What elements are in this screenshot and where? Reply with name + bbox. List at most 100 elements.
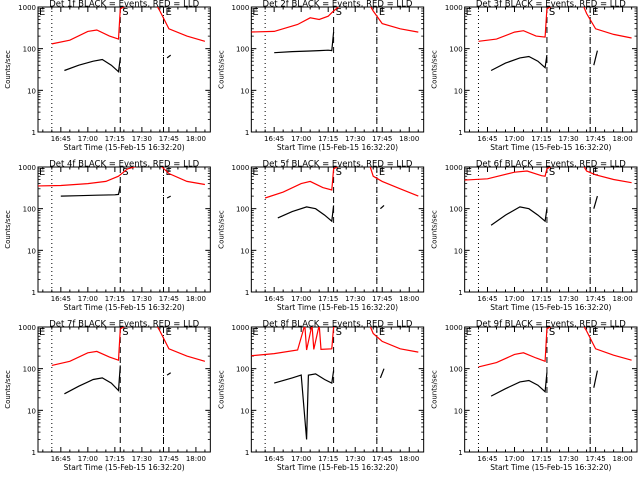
x-tick-label: 18:00	[186, 295, 206, 303]
marker-label-left: E	[39, 7, 45, 18]
series-line-lld	[51, 327, 206, 366]
plot-frame	[37, 6, 211, 133]
x-tick-label: 17:00	[78, 455, 98, 463]
x-tick-label: 17:45	[159, 455, 179, 463]
series-line-lld	[51, 7, 206, 45]
marker-label: S	[549, 167, 555, 178]
x-axis-label: Start Time (15-Feb-15 16:32:20)	[490, 143, 611, 152]
marker-label: S	[122, 167, 128, 178]
x-axis-label: Start Time (15-Feb-15 16:32:20)	[64, 143, 185, 152]
y-axis-label: Counts/sec	[431, 50, 439, 89]
x-tick-label: 16:45	[264, 295, 284, 303]
x-tick-label: 17:15	[318, 295, 338, 303]
series-line-events	[166, 195, 171, 199]
marker-label-left: E	[252, 167, 258, 178]
chart-title: Det 8f BLACK = Events, RED = LLD	[263, 320, 413, 330]
y-tick-label: 1	[32, 129, 36, 137]
chart-title: Det 5f BLACK = Events, RED = LLD	[263, 160, 413, 170]
marker-label: S	[122, 7, 128, 18]
series-line-events	[277, 205, 335, 223]
series-line-events	[593, 50, 598, 66]
y-tick-label: 100	[449, 366, 462, 374]
series-line-events	[490, 55, 548, 72]
x-tick-label: 18:00	[612, 295, 632, 303]
series-group	[478, 7, 632, 72]
x-axis-label: Start Time (15-Feb-15 16:32:20)	[277, 463, 398, 472]
x-tick-label: 18:00	[399, 135, 419, 143]
y-tick-label: 10	[27, 87, 36, 95]
plot-frame	[250, 166, 425, 293]
marker-label-left: E	[39, 327, 45, 338]
x-axis-label: Start Time (15-Feb-15 16:32:20)	[490, 463, 611, 472]
x-tick-label: 16:45	[51, 135, 71, 143]
series-group	[51, 327, 206, 395]
y-tick-label: 1	[245, 129, 249, 137]
x-tick-label: 17:00	[78, 135, 98, 143]
x-tick-label: 16:45	[51, 455, 71, 463]
x-tick-label: 16:45	[477, 455, 497, 463]
chart-title: Det 2f BLACK = Events, RED = LLD	[263, 0, 413, 10]
series-line-events	[379, 204, 385, 210]
x-tick-label: 17:00	[504, 455, 524, 463]
x-tick-label: 18:00	[186, 135, 206, 143]
chart-panel: Det 6f BLACK = Events, RED = LLD Counts/s…	[431, 160, 638, 312]
marker-label-left: E	[252, 327, 258, 338]
series-line-events	[64, 365, 121, 395]
y-tick-label: 10	[454, 87, 463, 95]
x-tick-label: 17:00	[291, 135, 311, 143]
series-line-events	[166, 372, 172, 376]
x-tick-label: 17:45	[585, 135, 605, 143]
x-tick-label: 17:30	[558, 135, 578, 143]
series-line-events	[593, 370, 598, 388]
x-tick-label: 17:00	[504, 295, 524, 303]
marker-label-left: E	[252, 7, 258, 18]
y-axis-label: Counts/sec	[431, 370, 439, 409]
y-tick-label: 100	[23, 366, 36, 374]
chart-title: Det 1f BLACK = Events, RED = LLD	[49, 0, 199, 10]
x-tick-label: 18:00	[612, 455, 632, 463]
series-line-lld	[478, 7, 632, 42]
marker-label: S	[336, 327, 342, 338]
x-tick-label: 16:45	[477, 135, 497, 143]
marker-label: S	[336, 167, 342, 178]
x-axis-label: Start Time (15-Feb-15 16:32:20)	[277, 143, 398, 152]
marker-label: E	[379, 167, 385, 178]
x-tick-label: 16:45	[264, 135, 284, 143]
chart-title: Det 3f BLACK = Events, RED = LLD	[476, 0, 626, 10]
plot-frame	[37, 326, 211, 453]
y-tick-label: 100	[23, 206, 36, 214]
y-tick-label: 10	[27, 407, 36, 415]
x-tick-label: 16:45	[264, 455, 284, 463]
series-line-lld	[38, 167, 206, 187]
x-tick-label: 17:15	[318, 455, 338, 463]
x-axis-label: Start Time (15-Feb-15 16:32:20)	[490, 303, 611, 312]
marker-label: E	[592, 327, 598, 338]
y-axis-label: Counts/sec	[4, 210, 12, 249]
x-tick-label: 17:00	[291, 455, 311, 463]
chart-panel: Det 8f BLACK = Events, RED = LLD Counts/s…	[217, 320, 425, 472]
y-tick-label: 1	[458, 289, 462, 297]
x-tick-label: 17:15	[531, 135, 551, 143]
y-axis-label: Counts/sec	[4, 50, 12, 89]
plot-frame	[250, 6, 425, 133]
marker-label-left: E	[466, 7, 472, 18]
chart-panel: Det 9f BLACK = Events, RED = LLD Counts/s…	[431, 320, 638, 472]
x-tick-label: 17:15	[105, 455, 125, 463]
marker-label: S	[336, 7, 342, 18]
y-tick-label: 1000	[18, 164, 36, 172]
x-tick-label: 18:00	[186, 455, 206, 463]
chart-panel: Det 2f BLACK = Events, RED = LLD Counts/s…	[217, 0, 425, 152]
series-line-events	[274, 370, 335, 440]
y-tick-label: 10	[27, 247, 36, 255]
chart-title: Det 9f BLACK = Events, RED = LLD	[476, 320, 626, 330]
marker-label-left: E	[466, 167, 472, 178]
chart-panel: Det 3f BLACK = Events, RED = LLD Counts/s…	[431, 0, 638, 152]
series-group	[464, 167, 632, 226]
series-group	[251, 327, 419, 440]
series-line-lld	[251, 7, 419, 33]
chart-panel: Det 4f BLACK = Events, RED = LLD Counts/s…	[4, 160, 211, 312]
x-axis-label: Start Time (15-Feb-15 16:32:20)	[277, 303, 398, 312]
marker-label: E	[592, 7, 598, 18]
x-tick-label: 18:00	[612, 135, 632, 143]
